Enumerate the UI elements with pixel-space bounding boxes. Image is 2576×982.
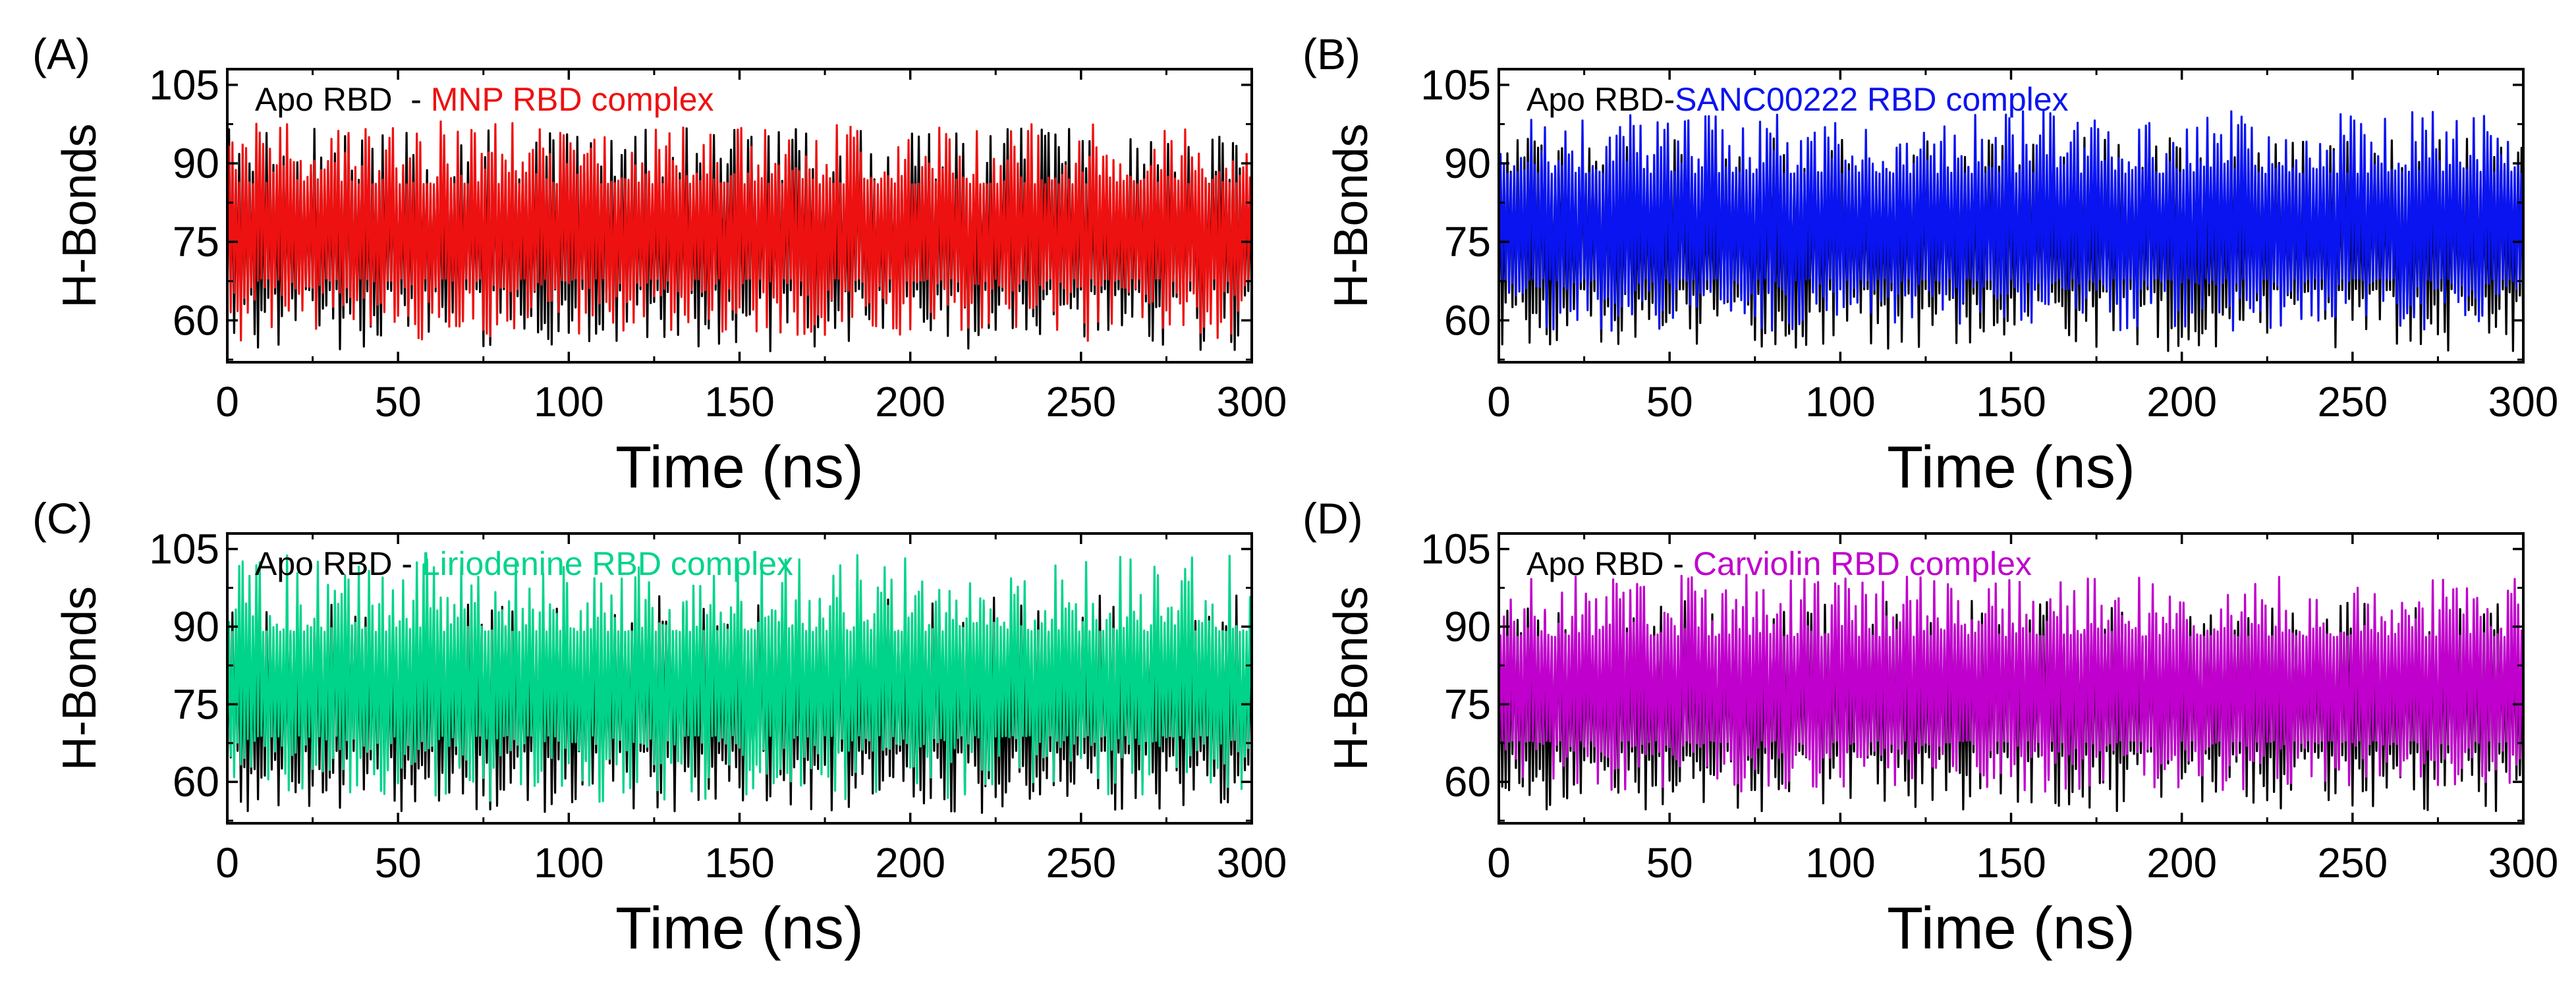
x-tick-label: 0: [1487, 839, 1511, 887]
y-tick-label: 75: [173, 218, 219, 265]
x-axis-label: Time (ns): [1887, 435, 2135, 501]
series-line-complex: [227, 554, 1252, 803]
y-axis-label: H-Bonds: [53, 586, 106, 771]
x-tick-label: 0: [215, 378, 239, 425]
y-tick-label: 75: [173, 680, 219, 728]
panel-label: (B): [1302, 30, 1360, 78]
legend-complex: SANC00222 RBD complex: [1675, 81, 2069, 118]
x-tick-label: 150: [1976, 378, 2046, 425]
panel-a: 0 50 100 150 200 250 300 60 75 90 105 Time (ns) H-Bo…: [32, 30, 1287, 501]
x-tick-label: 100: [534, 378, 604, 425]
x-tick-label: 100: [1805, 378, 1876, 425]
x-tick-label: 250: [2317, 378, 2388, 425]
y-axis-label: H-Bonds: [53, 123, 106, 308]
y-tick-label: 90: [1444, 140, 1491, 187]
legend-reference: Apo RBD: [1526, 545, 1664, 582]
series-line-complex: [227, 120, 1252, 342]
plot-area: [227, 120, 1252, 352]
x-tick-label: 300: [1217, 839, 1287, 887]
x-tick-label: 150: [704, 839, 775, 887]
legend-complex: Carviolin RBD complex: [1693, 545, 2032, 582]
plot-area: [1499, 110, 2523, 352]
legend-complex: Liriodenine RBD complex: [422, 545, 793, 582]
panel-b: 0 50 100 150 200 250 300 60 75 90 105 Time (ns) H-Bo…: [1302, 30, 2558, 501]
legend: Apo RBD-SANC00222 RBD complex: [1526, 81, 2069, 118]
x-tick-label: 150: [704, 378, 775, 425]
x-tick-label: 250: [1046, 839, 1116, 887]
x-tick-label: 300: [2488, 839, 2559, 887]
x-tick-label: 50: [1646, 839, 1693, 887]
y-tick-label: 60: [1444, 758, 1491, 805]
y-axis-label: H-Bonds: [1325, 123, 1378, 308]
x-tick-label: 150: [1976, 839, 2046, 887]
y-tick-label: 105: [1420, 61, 1491, 109]
x-tick-label: 200: [2146, 378, 2217, 425]
legend: Apo RBD - Carviolin RBD complex: [1526, 545, 2032, 582]
x-tick-label: 50: [375, 378, 422, 425]
y-tick-label: 105: [149, 526, 219, 573]
x-tick-label: 0: [1487, 378, 1511, 425]
x-tick-label: 0: [215, 839, 239, 887]
x-axis-label: Time (ns): [615, 435, 864, 501]
plot-area: [227, 554, 1252, 814]
legend-separator: -: [1664, 545, 1693, 582]
series-line-complex: [1499, 574, 2523, 793]
panel-label: (A): [32, 30, 90, 78]
legend: Apo RBD - Liriodenine RBD complex: [255, 545, 793, 582]
panel-label: (D): [1302, 494, 1363, 543]
x-tick-label: 300: [2488, 378, 2559, 425]
x-tick-label: 50: [375, 839, 422, 887]
x-tick-label: 250: [2317, 839, 2388, 887]
panel-c: 0 50 100 150 200 250 300 60 75 90 105 Time (ns) H-Bo…: [32, 494, 1287, 962]
x-tick-label: 100: [1805, 839, 1876, 887]
legend-reference: Apo RBD: [255, 545, 392, 582]
x-axis-label: Time (ns): [615, 896, 864, 962]
legend-separator: -: [392, 81, 430, 118]
series-line-apo: [1499, 136, 2523, 352]
y-tick-label: 60: [173, 296, 219, 344]
y-tick-label: 105: [1420, 526, 1491, 573]
legend-reference: Apo RBD: [255, 81, 392, 118]
y-tick-label: 60: [1444, 296, 1491, 344]
y-tick-label: 105: [149, 61, 219, 109]
x-tick-label: 100: [534, 839, 604, 887]
legend: Apo RBD - MNP RBD complex: [255, 81, 714, 118]
legend-complex: MNP RBD complex: [431, 81, 714, 118]
x-tick-label: 200: [875, 839, 945, 887]
x-tick-label: 50: [1646, 378, 1693, 425]
x-tick-label: 200: [875, 378, 945, 425]
panel-label: (C): [32, 494, 93, 543]
plot-area: [1499, 574, 2523, 813]
panel-d: 0 50 100 150 200 250 300 60 75 90 105 Time (ns) H-Bo…: [1302, 494, 2558, 962]
x-tick-label: 300: [1217, 378, 1287, 425]
legend-reference: Apo RBD: [1526, 81, 1664, 118]
x-tick-label: 250: [1046, 378, 1116, 425]
series-line-complex: [1499, 110, 2523, 332]
legend-separator: -: [1664, 81, 1675, 118]
y-tick-label: 90: [173, 603, 219, 650]
legend-separator: -: [392, 545, 421, 582]
y-tick-label: 75: [1444, 218, 1491, 265]
x-tick-label: 200: [2146, 839, 2217, 887]
y-tick-label: 60: [173, 758, 219, 805]
y-tick-label: 75: [1444, 680, 1491, 728]
x-axis-label: Time (ns): [1887, 896, 2135, 962]
y-axis-label: H-Bonds: [1325, 586, 1378, 771]
y-tick-label: 90: [1444, 603, 1491, 650]
y-tick-label: 90: [173, 140, 219, 187]
